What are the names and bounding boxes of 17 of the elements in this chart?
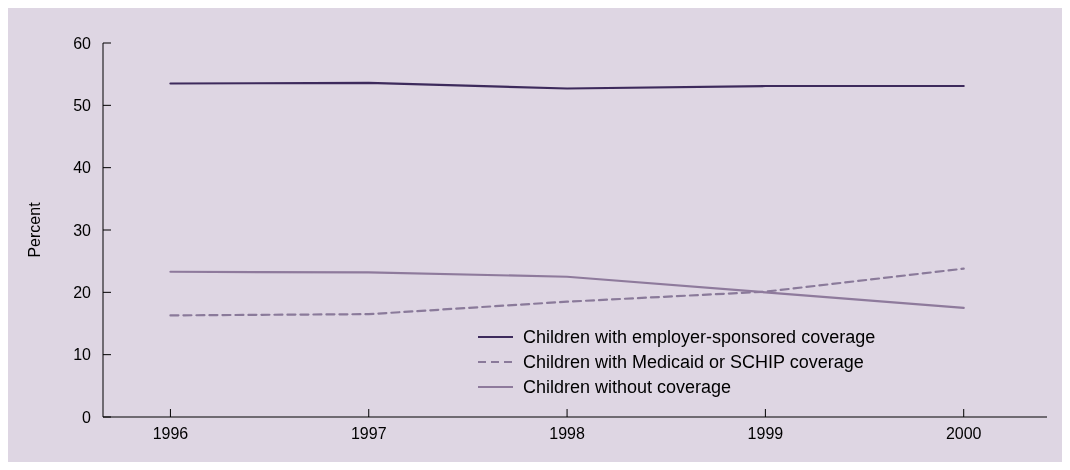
y-tick-label: 50 — [73, 96, 92, 114]
y-tick-label: 10 — [73, 346, 92, 364]
legend-label: Children with employer-sponsored coverage — [523, 327, 876, 348]
legend-label: Children without coverage — [523, 377, 732, 398]
y-tick-label: 40 — [73, 159, 92, 177]
y-tick-label: 60 — [73, 34, 92, 52]
line-series — [169, 267, 965, 317]
x-tick-label: 1999 — [747, 425, 784, 442]
y-tick-label: 20 — [73, 283, 92, 301]
y-tick-label: 0 — [82, 408, 92, 426]
y-tick-label: 30 — [73, 221, 92, 239]
x-tick-label: 1996 — [152, 425, 189, 442]
y-axis-title: Percent — [26, 201, 43, 258]
x-tick-label: 1997 — [350, 425, 387, 442]
x-tick-label: 2000 — [945, 425, 982, 442]
legend-label: Children with Medicaid or SCHIP coverage — [523, 352, 864, 373]
x-tick-label: 1998 — [549, 425, 585, 442]
